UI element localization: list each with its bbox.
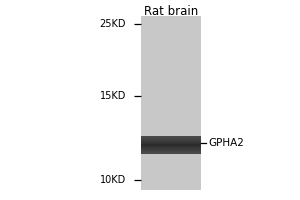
Text: 15KD: 15KD [100,91,126,101]
Bar [141,143,201,144]
Bar [141,149,201,150]
Text: GPHA2: GPHA2 [208,138,244,148]
Text: 10KD: 10KD [100,175,126,185]
Bar [141,142,201,143]
Bar [141,144,201,145]
Bar [141,143,201,144]
Bar [141,153,201,154]
Bar [141,139,201,140]
Bar [141,148,201,149]
Bar [141,16,201,190]
Bar [141,144,201,145]
Bar [141,152,201,153]
Bar [141,141,201,142]
Bar [141,138,201,139]
Bar [141,136,201,137]
Bar [141,146,201,147]
Bar [141,151,201,152]
Bar [141,139,201,140]
Text: 25KD: 25KD [100,19,126,29]
Bar [141,153,201,154]
Bar [141,147,201,148]
Bar [141,137,201,138]
Bar [141,148,201,149]
Bar [141,150,201,151]
Text: Rat brain: Rat brain [144,5,198,18]
Bar [141,138,201,139]
Bar [141,140,201,141]
Bar [141,152,201,153]
Bar [141,145,201,146]
